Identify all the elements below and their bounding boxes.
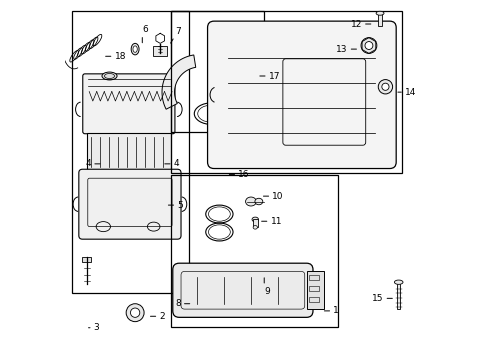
Bar	[153, 45, 167, 55]
Bar	[252, 220, 257, 227]
Bar	[309, 286, 319, 291]
Ellipse shape	[131, 43, 139, 55]
Ellipse shape	[245, 197, 256, 206]
Ellipse shape	[378, 80, 392, 94]
Bar	[171, 12, 264, 132]
Ellipse shape	[130, 308, 140, 318]
Bar	[86, 134, 171, 171]
Bar	[306, 271, 323, 309]
Text: 4: 4	[85, 159, 91, 168]
FancyBboxPatch shape	[79, 169, 181, 239]
Ellipse shape	[251, 217, 258, 222]
Bar	[82, 257, 91, 262]
Text: 18: 18	[114, 52, 126, 61]
Text: 13: 13	[335, 45, 347, 54]
Text: 12: 12	[350, 19, 361, 28]
Text: 3: 3	[93, 323, 99, 332]
Text: 15: 15	[371, 294, 383, 303]
Text: 11: 11	[270, 217, 282, 226]
Text: 14: 14	[404, 87, 415, 96]
Ellipse shape	[394, 280, 402, 284]
Ellipse shape	[133, 46, 137, 52]
FancyBboxPatch shape	[172, 263, 312, 318]
Bar	[171, 175, 337, 327]
FancyBboxPatch shape	[82, 74, 175, 134]
Polygon shape	[162, 55, 195, 109]
Text: 2: 2	[159, 312, 164, 321]
Ellipse shape	[253, 226, 257, 229]
Text: 17: 17	[268, 72, 280, 81]
Text: 8: 8	[175, 299, 181, 308]
Text: 7: 7	[175, 27, 181, 36]
Bar	[309, 297, 319, 302]
Bar	[309, 275, 319, 280]
Text: 1: 1	[332, 306, 338, 315]
Bar	[396, 282, 400, 309]
Text: 5: 5	[177, 201, 183, 210]
Ellipse shape	[381, 83, 388, 90]
Ellipse shape	[364, 41, 372, 49]
Bar	[171, 12, 402, 173]
Ellipse shape	[360, 38, 376, 53]
Ellipse shape	[218, 57, 238, 87]
Text: 6: 6	[142, 25, 148, 34]
Ellipse shape	[102, 72, 117, 80]
Text: 10: 10	[272, 192, 283, 201]
Text: 4: 4	[173, 159, 179, 168]
Bar	[72, 12, 188, 293]
Ellipse shape	[375, 11, 383, 15]
Bar	[378, 13, 381, 26]
Ellipse shape	[126, 304, 144, 321]
Text: 9: 9	[264, 287, 269, 296]
Text: 16: 16	[238, 170, 249, 179]
Ellipse shape	[254, 198, 262, 205]
Ellipse shape	[221, 62, 235, 83]
FancyBboxPatch shape	[207, 21, 395, 168]
